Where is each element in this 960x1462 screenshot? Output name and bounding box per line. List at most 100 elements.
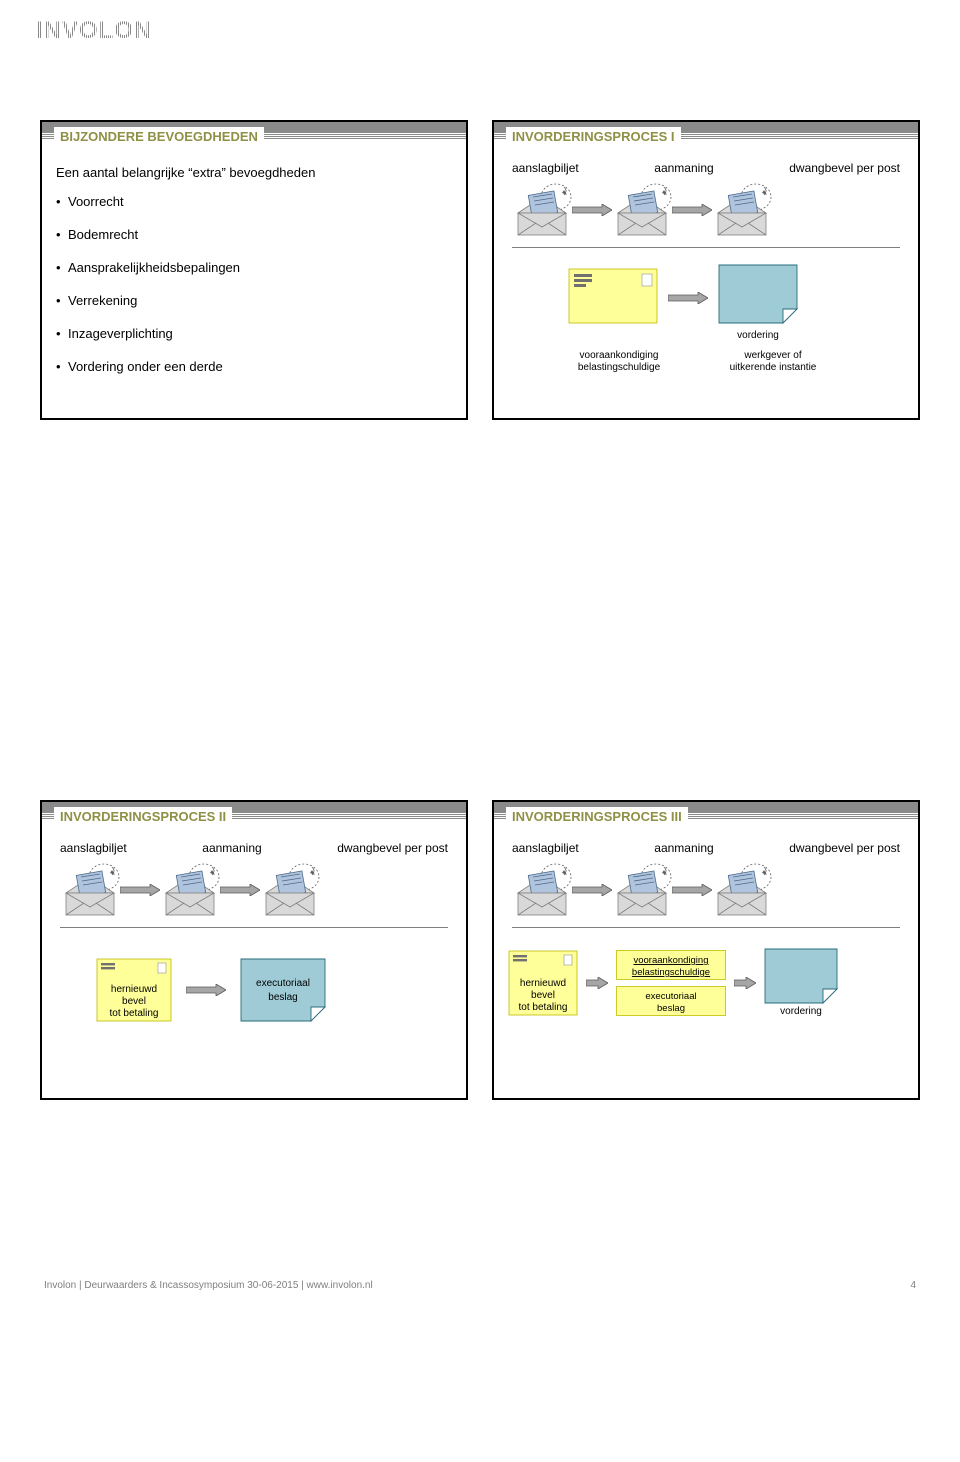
yellow-top: vooraankondiging belastingschuldige bbox=[616, 950, 726, 980]
svg-text:belastingschuldige: belastingschuldige bbox=[632, 967, 710, 978]
arrow-icon bbox=[120, 884, 160, 896]
label: aanmaning bbox=[654, 161, 713, 175]
slide-proces-1: INVORDERINGSPROCES I aanslagbiljet aanma… bbox=[492, 120, 920, 420]
letter-icon: hernieuwd bevel tot betaling bbox=[508, 950, 578, 1016]
svg-text:executoriaal: executoriaal bbox=[645, 991, 696, 1002]
page-footer: Involon | Deurwaarders & Incassosymposiu… bbox=[40, 1280, 920, 1291]
envelope-icon bbox=[512, 863, 572, 917]
yellow-box-col: hernieuwd bevel tot betaling bbox=[96, 958, 172, 1022]
slide-body: aanslagbiljet aanmaning dwangbevel per p… bbox=[494, 151, 918, 390]
svg-text:vooraankondiging: vooraankondiging bbox=[633, 955, 708, 966]
label: aanmaning bbox=[202, 841, 261, 855]
sticky-col: executoriaal beslag bbox=[240, 958, 326, 1022]
mid-col: vooraankondiging belastingschuldige exec… bbox=[616, 950, 726, 1016]
label: aanslagbiljet bbox=[60, 841, 127, 855]
envelope-icon bbox=[712, 863, 772, 917]
svg-text:bevel: bevel bbox=[122, 996, 146, 1007]
sticky-label: vordering bbox=[780, 1006, 822, 1018]
title-bar: INVORDERINGSPROCES II bbox=[42, 802, 466, 831]
lower-flow: vordering bbox=[568, 268, 904, 342]
svg-text:tot betaling: tot betaling bbox=[110, 1008, 159, 1019]
label: dwangbevel per post bbox=[337, 841, 448, 855]
slide-title: BIJZONDERE BEVOEGDHEDEN bbox=[54, 127, 264, 146]
svg-text:beslag: beslag bbox=[657, 1003, 685, 1014]
sticky-note-icon bbox=[718, 264, 798, 328]
sticky-col: vordering bbox=[718, 264, 798, 342]
envelope-icon bbox=[712, 183, 772, 237]
lower-flow: hernieuwd bevel tot betaling vooraankond… bbox=[508, 948, 904, 1018]
arrow-icon bbox=[572, 884, 612, 896]
letter-icon bbox=[568, 268, 658, 324]
divider bbox=[60, 927, 448, 928]
svg-text:hernieuwd: hernieuwd bbox=[111, 984, 157, 995]
process-labels: aanslagbiljet aanmaning dwangbevel per p… bbox=[60, 841, 448, 855]
arrow-icon bbox=[220, 884, 260, 896]
arrow-icon bbox=[186, 984, 226, 996]
logo: INVOLON bbox=[36, 16, 206, 44]
process-labels: aanslagbiljet aanmaning dwangbevel per p… bbox=[512, 841, 900, 855]
sticky-note-icon bbox=[764, 948, 838, 1004]
slide-row-1: BIJZONDERE BEVOEGDHEDEN Een aantal belan… bbox=[40, 120, 920, 420]
bullet-item: Verrekening bbox=[56, 293, 452, 308]
lower-flow: hernieuwd bevel tot betaling executoriaa… bbox=[96, 958, 452, 1022]
bullet-item: Vordering onder een derde bbox=[56, 359, 452, 374]
envelope-icon bbox=[260, 863, 320, 917]
label-block: werkgever of uitkerende instantie bbox=[718, 350, 828, 374]
intro-text: Een aantal belangrijke “extra” bevoegdhe… bbox=[56, 165, 452, 180]
slide-row-2: INVORDERINGSPROCES II aanslagbiljet aanm… bbox=[40, 800, 920, 1100]
envelope-icon bbox=[612, 863, 672, 917]
envelope-icon bbox=[60, 863, 120, 917]
sticky-label: vordering bbox=[737, 330, 779, 342]
bullet-item: Inzageverplichting bbox=[56, 326, 452, 341]
slide-proces-2: INVORDERINGSPROCES II aanslagbiljet aanm… bbox=[40, 800, 468, 1100]
label: aanslagbiljet bbox=[512, 841, 579, 855]
svg-text:beslag: beslag bbox=[268, 992, 297, 1003]
arrow-icon bbox=[586, 977, 608, 989]
slide-title: INVORDERINGSPROCES II bbox=[54, 807, 232, 826]
footer-right: 4 bbox=[910, 1280, 916, 1291]
yellow-box-col: hernieuwd bevel tot betaling bbox=[508, 950, 578, 1016]
slide-bijzondere: BIJZONDERE BEVOEGDHEDEN Een aantal belan… bbox=[40, 120, 468, 420]
slide-body: Een aantal belangrijke “extra” bevoegdhe… bbox=[42, 151, 466, 408]
label: aanslagbiljet bbox=[512, 161, 579, 175]
title-bar: BIJZONDERE BEVOEGDHEDEN bbox=[42, 122, 466, 151]
svg-text:tot betaling: tot betaling bbox=[519, 1002, 568, 1013]
slide-body: aanslagbiljet aanmaning dwangbevel per p… bbox=[42, 831, 466, 1038]
footer-left: Involon | Deurwaarders & Incassosymposiu… bbox=[44, 1280, 373, 1291]
divider bbox=[512, 247, 900, 248]
bullet-list: Voorrecht Bodemrecht Aansprakelijkheidsb… bbox=[56, 194, 452, 374]
envelope-row bbox=[512, 863, 900, 917]
bullet-item: Voorrecht bbox=[56, 194, 452, 209]
lower-labels: vooraankondiging belastingschuldige werk… bbox=[564, 350, 904, 374]
label-block: vooraankondiging belastingschuldige bbox=[564, 350, 674, 374]
label: dwangbevel per post bbox=[789, 841, 900, 855]
title-bar: INVORDERINGSPROCES I bbox=[494, 122, 918, 151]
bullet-item: Aansprakelijkheidsbepalingen bbox=[56, 260, 452, 275]
title-bar: INVORDERINGSPROCES III bbox=[494, 802, 918, 831]
arrow-icon bbox=[672, 884, 712, 896]
envelope-icon bbox=[160, 863, 220, 917]
envelope-row bbox=[512, 183, 900, 237]
slide-proces-3: INVORDERINGSPROCES III aanslagbiljet aan… bbox=[492, 800, 920, 1100]
slide-body: aanslagbiljet aanmaning dwangbevel per p… bbox=[494, 831, 918, 1034]
envelope-row bbox=[60, 863, 448, 917]
slide-title: INVORDERINGSPROCES I bbox=[506, 127, 681, 146]
svg-text:hernieuwd: hernieuwd bbox=[520, 978, 566, 989]
yellow-bot: executoriaal beslag bbox=[616, 986, 726, 1016]
logo-text: INVOLON bbox=[36, 17, 152, 44]
arrow-icon bbox=[672, 204, 712, 216]
label: aanmaning bbox=[654, 841, 713, 855]
sticky-col: vordering bbox=[764, 948, 838, 1018]
divider bbox=[512, 927, 900, 928]
svg-text:bevel: bevel bbox=[531, 990, 555, 1001]
page: INVOLON BIJZONDERE BEVOEGDHEDEN Een aant… bbox=[0, 0, 960, 1301]
slide-title: INVORDERINGSPROCES III bbox=[506, 807, 688, 826]
bullet-item: Bodemrecht bbox=[56, 227, 452, 242]
envelope-icon bbox=[612, 183, 672, 237]
sticky-note-icon: executoriaal beslag bbox=[240, 958, 326, 1022]
envelope-icon bbox=[512, 183, 572, 237]
letter-icon: hernieuwd bevel tot betaling bbox=[96, 958, 172, 1022]
arrow-icon bbox=[572, 204, 612, 216]
label: dwangbevel per post bbox=[789, 161, 900, 175]
process-labels: aanslagbiljet aanmaning dwangbevel per p… bbox=[512, 161, 900, 175]
